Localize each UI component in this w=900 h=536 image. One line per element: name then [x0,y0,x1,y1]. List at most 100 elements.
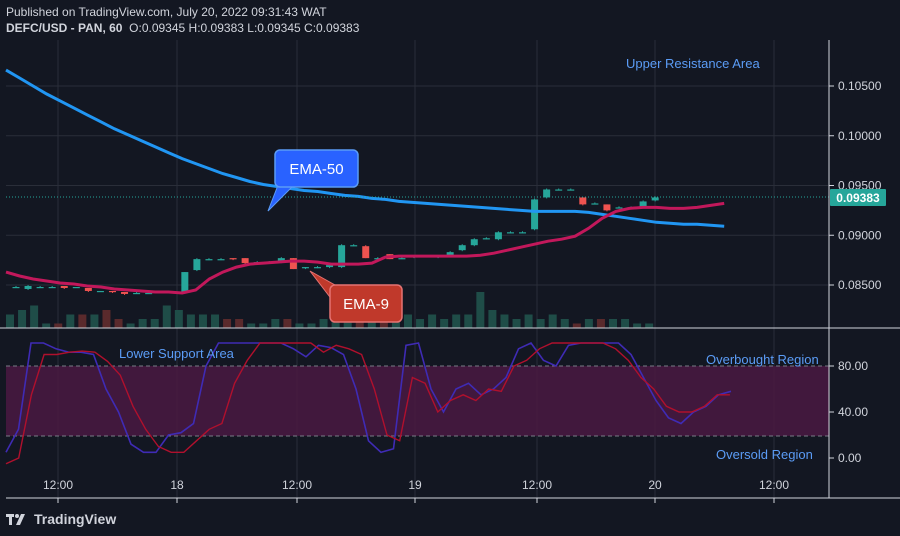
time-tick-label: 12:00 [522,478,552,492]
ema9-line [5,201,725,295]
volume-bar [174,310,183,328]
volume-bar [198,314,207,328]
volume-bar [596,319,605,328]
candle-body [506,232,514,234]
volume-bar [524,314,533,328]
ohlc-open-label: O: [129,21,142,35]
candle-body [543,189,551,198]
candle-body [277,258,285,263]
price-tick-label: 0.09000 [838,228,882,242]
candle-body [639,201,647,208]
candle-body [398,258,406,260]
candle-body [205,259,213,261]
candle-body [217,259,225,261]
candle-body [133,292,141,295]
candle-body [36,286,44,289]
volume-bar [259,323,268,328]
volume-bar [307,323,316,328]
stoch-axis: 80.00 40.00 0.00 [829,359,868,465]
lower-support-label: Lower Support Area [119,346,235,361]
volume-bar [609,319,617,328]
candle-body [12,286,20,289]
time-tick-label: 20 [648,478,662,492]
ohlc-close-label: C: [304,21,317,35]
volume-bar [645,323,654,328]
stoch-band [6,366,829,436]
volume-bar [416,319,425,328]
volume-bar [271,319,280,328]
volume-bar [42,323,51,328]
candle-body [482,238,490,240]
candle-body [326,265,334,268]
volume-bar [476,292,485,328]
time-tick-label: 12:00 [759,478,789,492]
candles [12,188,659,295]
candle-body [181,272,189,292]
time-tick-label: 12:00 [282,478,312,492]
volume-bar [138,319,147,328]
volume-bar [235,319,244,328]
volume-bar [66,314,75,328]
volume-bar [355,319,364,328]
ohlc-high-label: H: [188,21,201,35]
volume-bar [621,319,630,328]
volume-bar [162,305,171,328]
candle-body [108,290,116,293]
time-tick-label: 12:00 [43,478,73,492]
volume-bar [452,314,461,328]
ema50-line [5,68,725,228]
volume-bar [512,319,521,328]
price-tick-label: 0.08500 [838,278,882,292]
volume-bar [126,323,135,328]
time-tick-label: 18 [170,478,184,492]
candle-body [241,258,249,264]
candle-body [458,245,466,251]
last-price-badge: 0.09383 [830,189,886,206]
candle-body [531,199,539,230]
volume-bar [319,319,328,328]
candle-body [301,267,309,269]
candle-body [579,197,587,205]
candle-body [60,285,68,288]
volume-bar [331,319,340,328]
ohlc-low: 0.09345 [257,21,301,35]
candle-body [350,245,358,247]
candle-body [567,189,575,191]
volume-bar [102,310,111,328]
ema50-callout-text: EMA-50 [289,161,343,178]
candle-body [591,203,599,205]
volume-bars [6,292,654,328]
volume-bar [584,319,593,328]
candle-body [121,291,129,294]
volume-bar [30,305,39,328]
symbol-name: DEFC/USD - PAN, 60 [6,21,123,35]
tradingview-logo-icon [6,514,25,525]
volume-bar [403,314,412,328]
stoch-k-line [5,341,732,454]
volume-bar [223,319,232,328]
stoch-d-line [5,342,730,465]
candle-body [193,259,201,271]
candle-body [24,285,32,289]
symbol-info: DEFC/USD - PAN, 60 O:0.09345 H:0.09383 L… [6,21,359,35]
time-tick-label: 19 [408,478,422,492]
stoch-tick-label: 80.00 [838,359,868,373]
volume-bar [633,323,642,328]
candle-body [470,239,478,246]
volume-bar [90,314,99,328]
candle-body [615,207,623,209]
volume-bar [379,319,388,328]
overbought-label: Overbought Region [706,352,819,367]
candle-body [289,258,297,270]
candle-body [603,204,611,211]
volume-bar [186,314,195,328]
ema9-callout: EMA-9 [309,270,403,323]
candle-body [374,258,382,260]
ohlc-open: 0.09345 [141,21,186,35]
footer-brand: TradingView [6,510,116,528]
candle-body [314,267,321,269]
price-tick-label: 0.10500 [838,79,882,93]
volume-bar [500,314,509,328]
ohlc-low-label: L: [247,21,258,35]
